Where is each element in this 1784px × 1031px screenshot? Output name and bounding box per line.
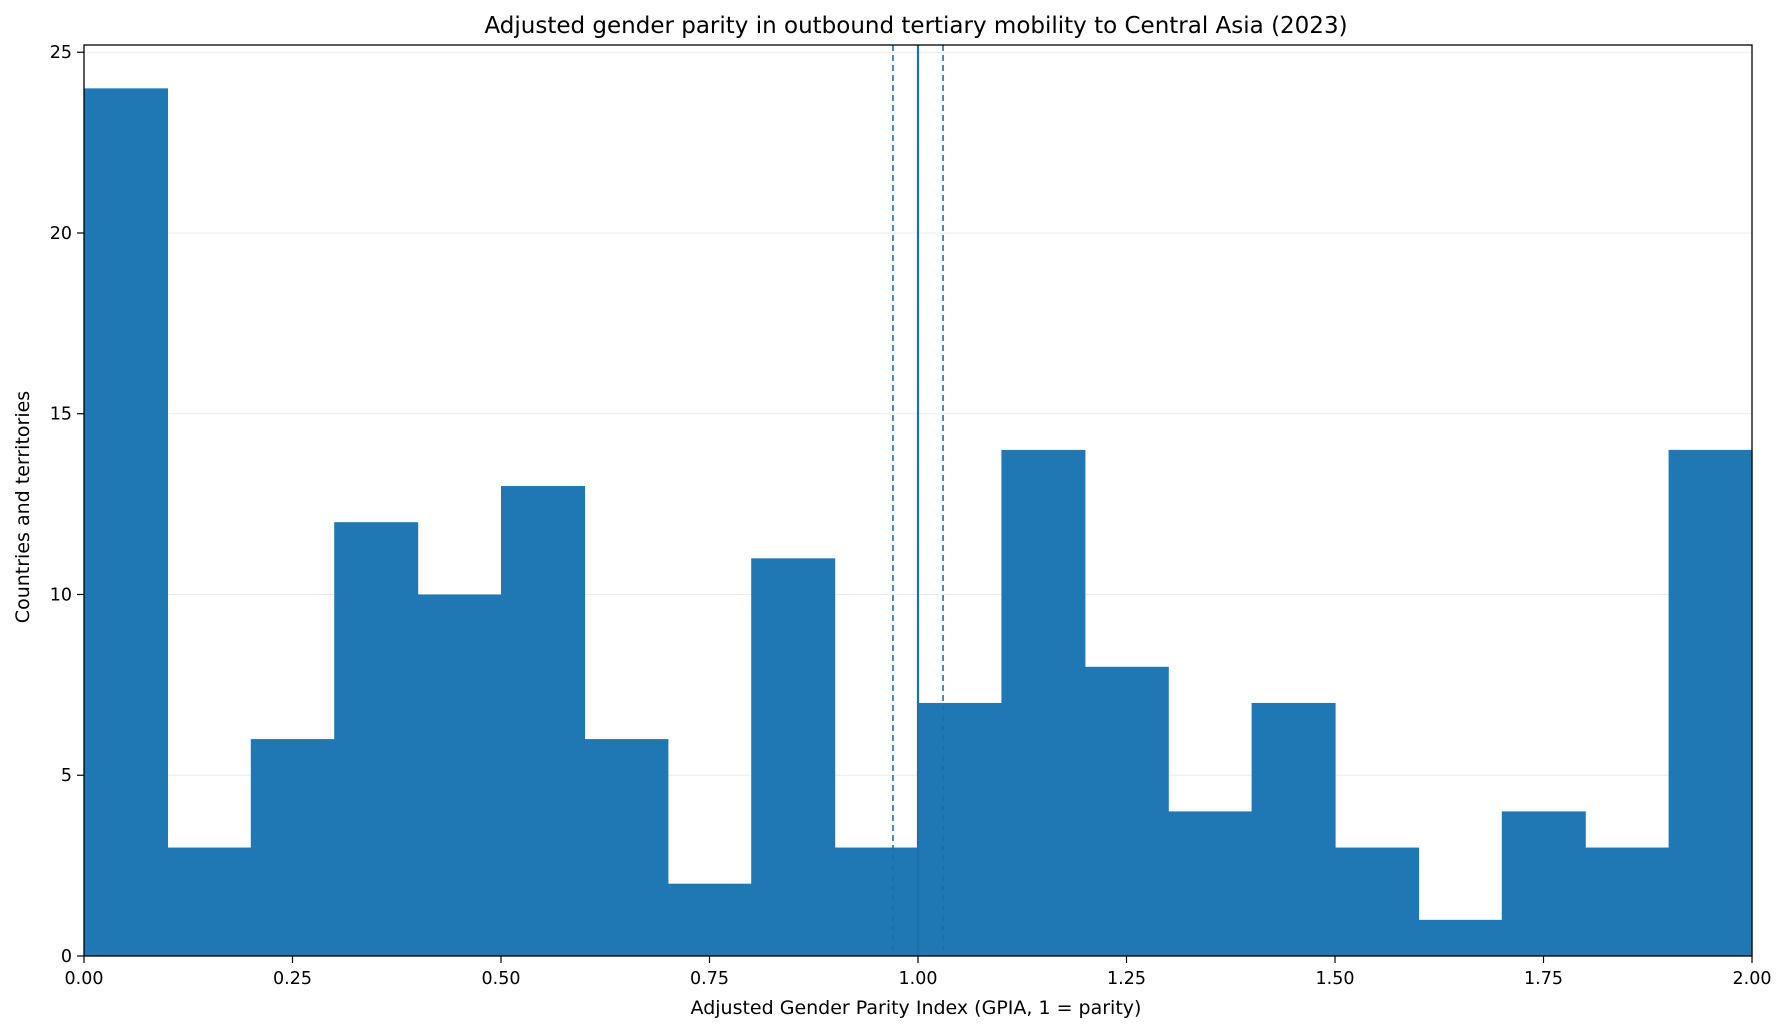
chart-title: Adjusted gender parity in outbound terti… [484, 13, 1347, 39]
y-axis-ticks: 0 5 10 15 20 25 [50, 43, 84, 967]
histogram-bar-7 [667, 883, 752, 956]
x-tick-label-3: 0.75 [690, 969, 729, 989]
y-tick-label-4: 20 [50, 224, 72, 244]
histogram-bar-9 [834, 847, 919, 956]
histogram-bars [84, 88, 1753, 956]
histogram-bar-13 [1168, 811, 1253, 956]
x-tick-label-0: 0.00 [65, 969, 104, 989]
histogram-bar-2 [250, 739, 335, 956]
histogram-bar-5 [501, 486, 585, 956]
x-tick-label-2: 0.50 [482, 969, 521, 989]
x-tick-label-8: 2.00 [1733, 969, 1772, 989]
y-tick-label-3: 15 [50, 405, 72, 425]
x-axis-ticks: 0.00 0.25 0.50 0.75 1.00 1.25 1.50 1.75 2.00 [65, 956, 1772, 989]
y-axis-label: Countries and territories [12, 391, 34, 623]
x-tick-label-6: 1.50 [1316, 969, 1355, 989]
histogram-bar-14 [1251, 702, 1336, 956]
histogram-bar-11 [1001, 449, 1086, 956]
histogram-bar-1 [167, 847, 252, 956]
histogram-bar-19 [1668, 449, 1753, 956]
histogram-bar-18 [1585, 847, 1670, 956]
histogram-bar-17 [1501, 811, 1586, 956]
histogram-bar-4 [417, 594, 502, 956]
histogram-bar-10 [918, 702, 1002, 956]
y-tick-label-1: 5 [61, 766, 72, 786]
histogram-bar-15 [1335, 847, 1419, 956]
y-tick-label-5: 25 [50, 43, 72, 63]
y-tick-label-0: 0 [61, 947, 72, 967]
y-tick-label-2: 10 [50, 585, 72, 605]
histogram-bar-12 [1084, 666, 1169, 956]
x-tick-label-7: 1.75 [1524, 969, 1563, 989]
x-axis-label: Adjusted Gender Parity Index (GPIA, 1 = … [691, 997, 1142, 1019]
x-tick-label-1: 0.25 [273, 969, 312, 989]
histogram-bar-6 [584, 739, 669, 956]
histogram-bar-0 [84, 88, 168, 956]
x-tick-label-5: 1.25 [1107, 969, 1146, 989]
histogram-bar-8 [751, 558, 836, 956]
histogram-bar-16 [1418, 919, 1503, 956]
reference-lines [892, 45, 944, 956]
histogram-bar-3 [334, 522, 419, 956]
x-tick-label-4: 1.00 [899, 969, 938, 989]
